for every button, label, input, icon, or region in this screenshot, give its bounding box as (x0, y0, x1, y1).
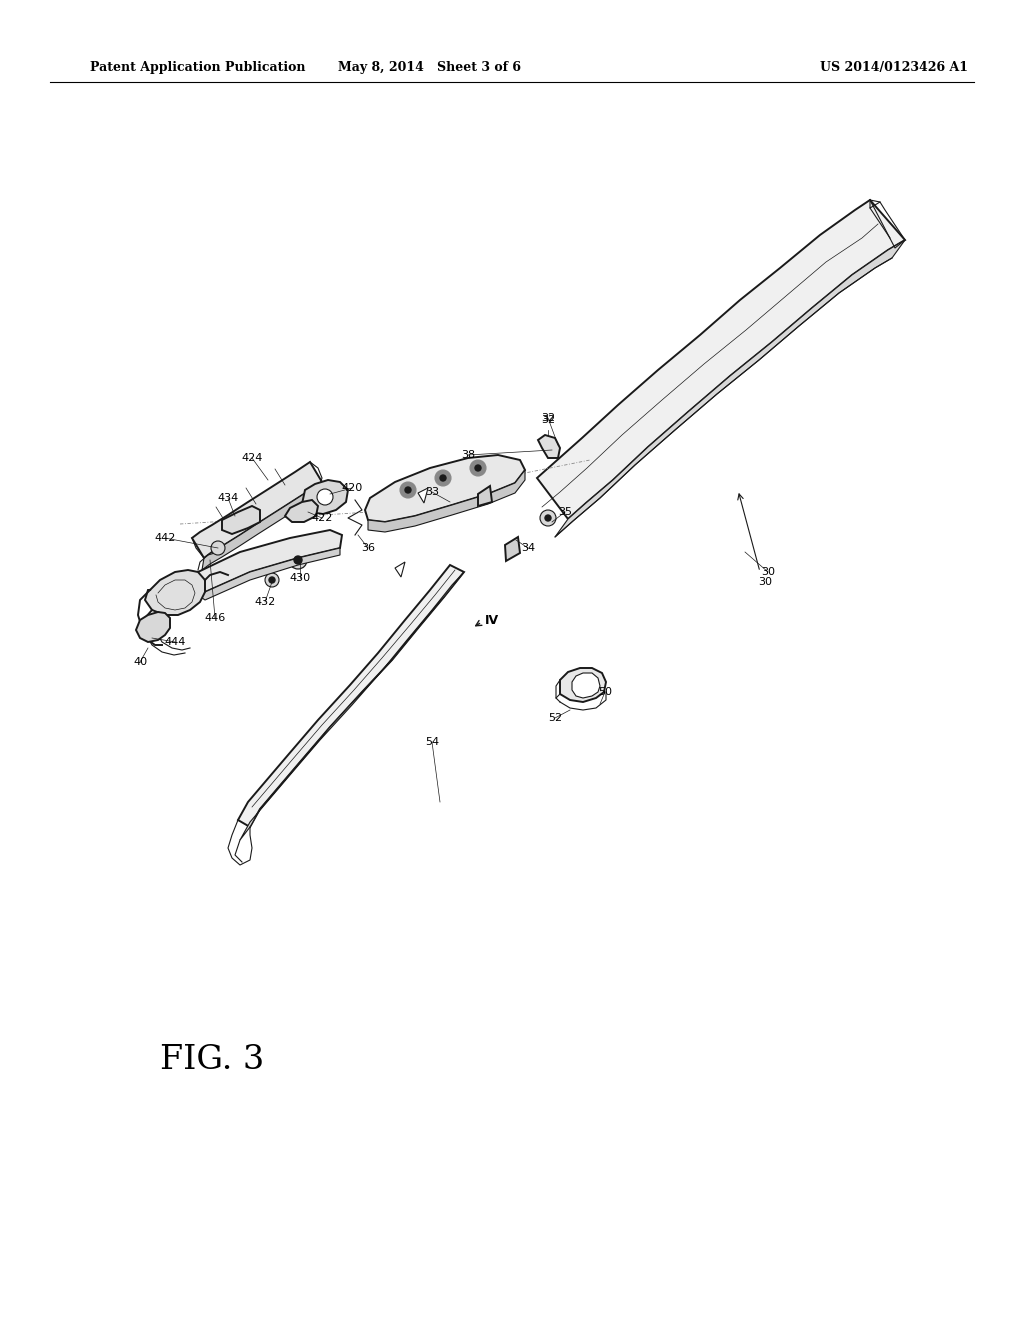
Text: 420: 420 (341, 483, 362, 492)
Text: IV: IV (434, 486, 469, 499)
Polygon shape (365, 455, 525, 521)
Polygon shape (238, 565, 464, 828)
Polygon shape (555, 240, 905, 537)
Polygon shape (302, 480, 348, 513)
Polygon shape (193, 462, 322, 558)
Text: 54: 54 (425, 737, 439, 747)
Polygon shape (222, 506, 260, 535)
Polygon shape (145, 570, 205, 615)
Circle shape (294, 556, 302, 564)
Circle shape (470, 459, 486, 477)
Circle shape (475, 465, 481, 471)
Text: 40: 40 (133, 657, 147, 667)
Circle shape (540, 510, 556, 525)
Polygon shape (538, 436, 560, 458)
Circle shape (406, 487, 411, 492)
Polygon shape (198, 531, 342, 591)
Circle shape (400, 482, 416, 498)
Polygon shape (240, 572, 464, 840)
Text: 33: 33 (425, 487, 439, 498)
Polygon shape (478, 486, 492, 506)
Circle shape (289, 550, 307, 569)
Text: 30: 30 (761, 568, 775, 577)
Polygon shape (505, 537, 520, 561)
Text: 32: 32 (541, 413, 555, 422)
Circle shape (545, 515, 551, 521)
Text: Patent Application Publication: Patent Application Publication (90, 62, 305, 74)
Text: 30: 30 (758, 577, 772, 587)
Text: 442: 442 (155, 533, 176, 543)
Text: 50: 50 (598, 686, 612, 697)
Text: 422: 422 (311, 513, 333, 523)
Polygon shape (395, 562, 406, 577)
Text: FIG. 3: FIG. 3 (160, 1044, 264, 1076)
Circle shape (211, 541, 225, 554)
Text: 38: 38 (461, 450, 475, 459)
Text: 34: 34 (521, 543, 536, 553)
Text: US 2014/0123426 A1: US 2014/0123426 A1 (820, 62, 968, 74)
Polygon shape (418, 488, 428, 503)
Circle shape (265, 573, 279, 587)
Circle shape (269, 577, 275, 583)
Polygon shape (136, 612, 170, 642)
Polygon shape (198, 548, 340, 601)
Polygon shape (368, 470, 525, 532)
Text: 432: 432 (254, 597, 275, 607)
Text: 430: 430 (290, 573, 310, 583)
Text: 424: 424 (242, 453, 263, 463)
Text: 444: 444 (164, 638, 185, 647)
Circle shape (435, 470, 451, 486)
Text: 36: 36 (361, 543, 375, 553)
Text: 52: 52 (548, 713, 562, 723)
Circle shape (317, 488, 333, 506)
Polygon shape (202, 482, 322, 570)
Polygon shape (285, 500, 318, 521)
Text: IV: IV (485, 614, 499, 627)
Text: May 8, 2014   Sheet 3 of 6: May 8, 2014 Sheet 3 of 6 (339, 62, 521, 74)
Text: 434: 434 (217, 492, 239, 503)
Polygon shape (560, 668, 606, 702)
Polygon shape (572, 673, 600, 698)
Text: 446: 446 (205, 612, 225, 623)
Text: 35: 35 (558, 507, 572, 517)
Circle shape (440, 475, 446, 480)
Polygon shape (537, 201, 905, 519)
Text: 32: 32 (541, 414, 555, 425)
